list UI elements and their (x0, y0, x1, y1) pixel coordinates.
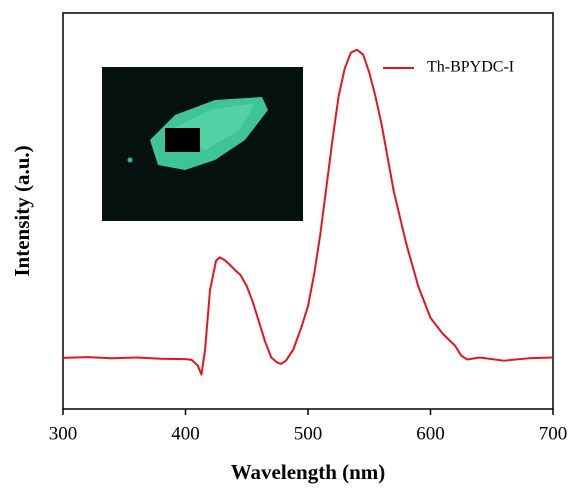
x-tick-label: 400 (171, 423, 200, 444)
x-axis-label: Wavelength (nm) (231, 460, 386, 484)
legend-label: Th-BPYDC-I (427, 59, 514, 76)
inset-photo (102, 67, 303, 221)
x-tick-label: 700 (539, 423, 568, 444)
x-tick-label: 600 (416, 423, 445, 444)
data-line (62, 48, 554, 376)
x-tick-label: 500 (294, 423, 323, 444)
y-axis-label: Intensity (a.u.) (10, 145, 34, 276)
x-tick-label: 300 (49, 423, 78, 444)
